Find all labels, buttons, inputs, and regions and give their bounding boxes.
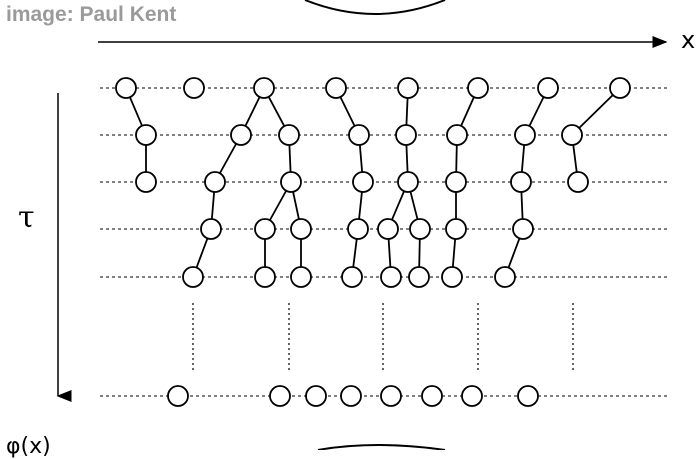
walker-link — [520, 191, 524, 220]
walker-node — [352, 171, 374, 193]
walker-node — [290, 218, 312, 240]
final-walker-node — [421, 385, 443, 407]
tau-axis-label: τ — [18, 200, 35, 235]
final-walker-node — [340, 385, 362, 407]
walker-node — [494, 266, 516, 288]
walker-link — [451, 238, 457, 268]
walker-link — [244, 96, 261, 127]
walker-node — [512, 218, 534, 240]
walker-links — [129, 94, 614, 268]
walker-node — [253, 77, 275, 99]
walker-node — [514, 124, 536, 146]
walker-link — [507, 238, 521, 268]
walker-link — [352, 238, 358, 268]
walker-node — [204, 171, 226, 193]
walker-node — [135, 171, 157, 193]
walker-link — [292, 191, 300, 220]
walker-node — [347, 218, 369, 240]
walker-link — [572, 144, 578, 173]
walker-node — [409, 218, 431, 240]
walker-link — [460, 96, 475, 127]
walker-link — [578, 94, 614, 129]
final-walker-node — [380, 385, 402, 407]
walker-link — [210, 191, 216, 220]
walker-node — [397, 77, 419, 99]
walker-link — [409, 191, 419, 220]
walker-node — [408, 266, 430, 288]
walker-link — [455, 144, 458, 173]
walker-link — [195, 238, 209, 268]
walker-node — [280, 171, 302, 193]
walker-link — [129, 96, 143, 127]
time-slice-lines — [100, 87, 670, 397]
walker-link — [528, 96, 545, 127]
walker-node — [254, 218, 276, 240]
walker-link — [358, 144, 364, 173]
walker-node — [254, 266, 276, 288]
bottom-wavefunction-curve — [317, 444, 446, 451]
final-walker-node — [305, 385, 327, 407]
walker-link — [339, 96, 356, 127]
walker-node — [115, 77, 137, 99]
walker-link — [219, 143, 237, 174]
walker-node — [135, 124, 157, 146]
walkers — [115, 77, 631, 407]
walker-node — [441, 266, 463, 288]
walker-node — [230, 124, 252, 146]
walker-node — [341, 266, 363, 288]
walker-link — [269, 190, 287, 221]
walker-node — [537, 77, 559, 99]
vertical-dotted-gaps — [192, 303, 574, 370]
walker-link — [405, 144, 409, 173]
top-wavefunction-curve — [304, 0, 446, 15]
walker-link — [405, 97, 409, 126]
walker-link — [267, 96, 286, 127]
walker-node — [567, 171, 589, 193]
final-walker-node — [167, 385, 189, 407]
walker-node — [183, 77, 205, 99]
walker-node — [445, 218, 467, 240]
walker-node — [561, 124, 583, 146]
walker-node — [609, 77, 631, 99]
x-axis-label: x — [681, 26, 696, 54]
walker-node — [290, 266, 312, 288]
walker-node — [348, 124, 370, 146]
walker-link — [358, 191, 363, 220]
walker-node — [510, 171, 532, 193]
walker-link — [387, 238, 392, 268]
final-walker-node — [517, 385, 539, 407]
walker-node — [325, 77, 347, 99]
walker-link — [391, 190, 405, 221]
final-walker-node — [461, 385, 483, 407]
final-walker-node — [269, 385, 291, 407]
walker-node — [467, 77, 489, 99]
walker-node — [182, 266, 204, 288]
walker-node — [445, 171, 467, 193]
walker-node — [278, 124, 300, 146]
walker-link — [418, 238, 421, 268]
walker-node — [200, 218, 222, 240]
walker-node — [380, 266, 402, 288]
phi-label: φ(x) — [6, 434, 51, 459]
walker-link — [288, 144, 292, 173]
image-credit: image: Paul Kent — [6, 3, 177, 26]
walker-node — [446, 124, 468, 146]
walker-node — [397, 171, 419, 193]
walker-node — [377, 218, 399, 240]
walker-node — [395, 124, 417, 146]
walker-link — [520, 144, 526, 173]
